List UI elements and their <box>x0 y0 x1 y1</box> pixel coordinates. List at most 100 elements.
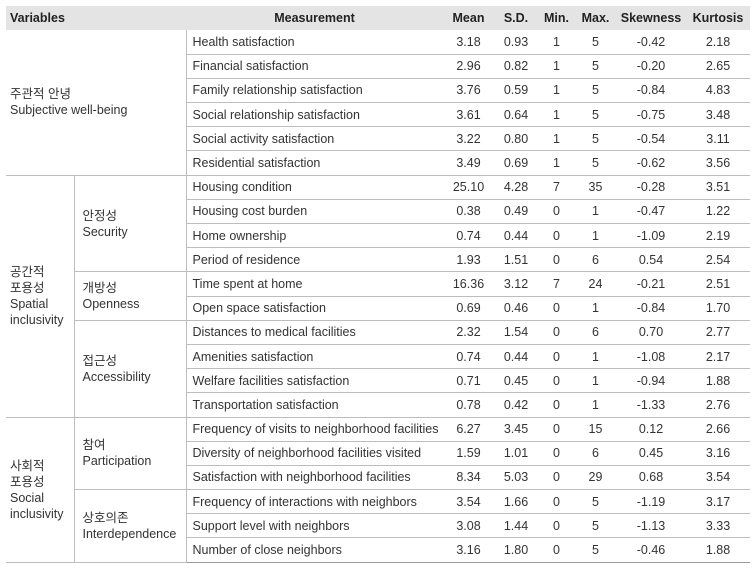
subgroup-accessibility: 접근성 Accessibility <box>73 320 186 418</box>
skewness-cell: -0.94 <box>616 368 686 394</box>
subgroup-label-ko: 개방성 <box>82 281 118 296</box>
skewness-cell: -0.28 <box>616 175 686 200</box>
table-row: Satisfaction with neighborhood facilitie… <box>6 465 750 491</box>
table-row: Residential satisfaction 3.49 0.69 1 5 -… <box>6 150 750 176</box>
kurtosis-cell: 2.77 <box>686 320 750 345</box>
table-row: 사회적 포용성 Social inclusivity 참여 Participat… <box>6 417 750 563</box>
subgroup-label-en: Participation <box>82 454 152 469</box>
group-label-ko-2: 포용성 <box>10 474 45 489</box>
kurtosis-cell: 3.48 <box>686 102 750 128</box>
skewness-cell: -1.08 <box>616 344 686 370</box>
kurtosis-cell: 3.54 <box>686 465 750 491</box>
kurtosis-cell: 2.17 <box>686 344 750 370</box>
max-cell: 24 <box>575 271 616 297</box>
group-label-en-2: inclusivity <box>10 313 64 328</box>
table-row: Financial satisfaction 2.96 0.82 1 5 -0.… <box>6 54 750 79</box>
kurtosis-cell: 2.54 <box>686 247 750 273</box>
header-kurtosis: Kurtosis <box>692 11 744 25</box>
skewness-cell: -0.42 <box>616 30 686 55</box>
header-max: Max. <box>581 11 610 25</box>
sd-cell: 0.80 <box>494 126 538 152</box>
measurement-cell: Housing cost burden <box>185 199 443 225</box>
skewness-cell: 0.12 <box>616 417 686 442</box>
skewness-cell: -0.54 <box>616 126 686 152</box>
min-cell: 0 <box>538 392 575 418</box>
subgroup-label-en: Security <box>82 224 128 239</box>
measurement-cell: Satisfaction with neighborhood facilitie… <box>185 465 443 491</box>
skewness-cell: -0.62 <box>616 150 686 176</box>
sd-cell: 0.42 <box>494 392 538 418</box>
measurement-cell: Amenities satisfaction <box>185 344 443 370</box>
group-label-en-2: inclusivity <box>10 506 64 521</box>
table-row: 주관적 안녕 Subjective well-being Health sati… <box>6 30 750 176</box>
max-cell: 6 <box>575 441 616 466</box>
max-cell: 5 <box>575 54 616 79</box>
skewness-cell: -0.46 <box>616 537 686 563</box>
max-cell: 1 <box>575 199 616 225</box>
table-row: Open space satisfaction 0.69 0.46 0 1 -0… <box>6 296 750 321</box>
mean-cell: 3.22 <box>443 126 494 152</box>
measurement-cell: Social relationship satisfaction <box>185 102 443 128</box>
max-cell: 1 <box>575 344 616 370</box>
max-cell: 35 <box>575 175 616 200</box>
min-cell: 0 <box>538 441 575 466</box>
subgroup-label-en: Interdependence <box>82 526 177 541</box>
skewness-cell: 0.54 <box>616 247 686 273</box>
kurtosis-cell: 1.22 <box>686 199 750 225</box>
table-row: Amenities satisfaction 0.74 0.44 0 1 -1.… <box>6 344 750 370</box>
mean-cell: 0.38 <box>443 199 494 225</box>
mean-cell: 3.76 <box>443 78 494 104</box>
kurtosis-cell: 3.33 <box>686 513 750 539</box>
skewness-cell: -0.84 <box>616 296 686 321</box>
subgroup-label-ko: 안정성 <box>82 208 118 223</box>
measurement-cell: Transportation satisfaction <box>185 392 443 418</box>
sd-cell: 0.69 <box>494 150 538 176</box>
mean-cell: 0.69 <box>443 296 494 321</box>
min-cell: 0 <box>538 489 575 515</box>
max-cell: 5 <box>575 150 616 176</box>
measurement-cell: Distances to medical facilities <box>185 320 443 345</box>
sd-cell: 0.93 <box>494 30 538 55</box>
measurement-cell: Home ownership <box>185 223 443 249</box>
sd-cell: 1.80 <box>494 537 538 563</box>
mean-cell: 6.27 <box>443 417 494 442</box>
table-row: 개방성 Openness Time spent at home 16.36 3.… <box>6 271 750 321</box>
measurement-cell: Health satisfaction <box>185 30 443 55</box>
measurement-cell: Support level with neighbors <box>185 513 443 539</box>
min-cell: 0 <box>538 368 575 394</box>
kurtosis-cell: 2.76 <box>686 392 750 418</box>
min-cell: 0 <box>538 465 575 491</box>
max-cell: 29 <box>575 465 616 491</box>
skewness-cell: -0.20 <box>616 54 686 79</box>
mean-cell: 8.34 <box>443 465 494 491</box>
mean-cell: 3.16 <box>443 537 494 563</box>
sd-cell: 0.82 <box>494 54 538 79</box>
table-row: Period of residence 1.93 1.51 0 6 0.54 2… <box>6 247 750 273</box>
subgroup-label-en: Accessibility <box>82 369 151 384</box>
kurtosis-cell: 1.70 <box>686 296 750 321</box>
max-cell: 1 <box>575 392 616 418</box>
skewness-cell: -0.75 <box>616 102 686 128</box>
table-row: Transportation satisfaction 0.78 0.42 0 … <box>6 392 750 418</box>
sd-cell: 1.44 <box>494 513 538 539</box>
min-cell: 0 <box>538 320 575 345</box>
max-cell: 1 <box>575 223 616 249</box>
mean-cell: 3.08 <box>443 513 494 539</box>
skewness-cell: 0.70 <box>616 320 686 345</box>
measurement-cell: Open space satisfaction <box>185 296 443 321</box>
skewness-cell: 0.68 <box>616 465 686 491</box>
max-cell: 5 <box>575 537 616 563</box>
skewness-cell: -0.21 <box>616 271 686 297</box>
min-cell: 7 <box>538 175 575 200</box>
skewness-cell: -0.47 <box>616 199 686 225</box>
subgroup-openness: 개방성 Openness <box>73 271 186 321</box>
subgroup-participation: 참여 Participation <box>73 417 186 491</box>
sd-cell: 0.44 <box>494 223 538 249</box>
sd-cell: 0.49 <box>494 199 538 225</box>
min-cell: 1 <box>538 54 575 79</box>
max-cell: 5 <box>575 513 616 539</box>
measurement-cell: Number of close neighbors <box>185 537 443 563</box>
header-sd: S.D. <box>503 11 529 25</box>
group-social-inclusivity: 사회적 포용성 Social inclusivity <box>6 417 74 563</box>
measurement-cell: Housing condition <box>185 175 443 200</box>
